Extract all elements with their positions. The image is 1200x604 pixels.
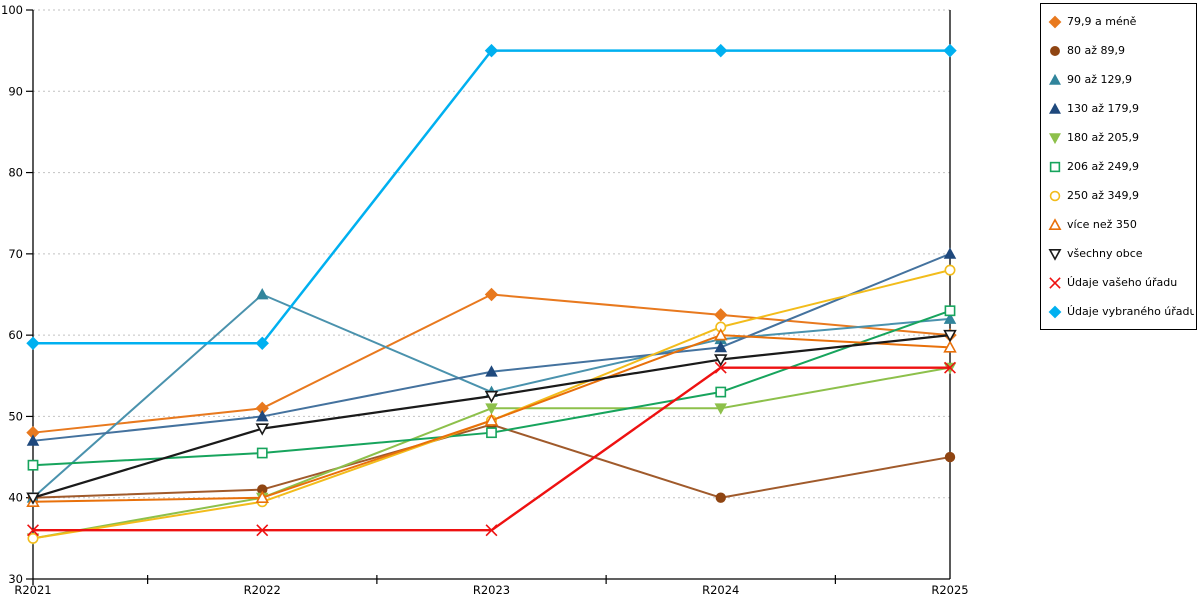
- triangle-up-icon: [943, 247, 957, 259]
- y-tick-label: 40: [8, 491, 23, 505]
- square-icon: [715, 386, 727, 398]
- legend-label: 80 až 89,9: [1067, 44, 1125, 57]
- diamond-icon: [943, 43, 957, 58]
- circle-icon: [944, 264, 956, 276]
- x-category-label: R2022: [244, 583, 281, 597]
- diamond-icon: [255, 336, 269, 350]
- legend-label: Údaje vašeho úřadu: [1067, 276, 1178, 289]
- legend-item-8: všechny obce: [1048, 239, 1194, 268]
- square-icon: [1049, 161, 1061, 172]
- triangle-up-icon: [484, 413, 499, 426]
- triangle-up-icon: [713, 328, 728, 341]
- x-icon: [485, 524, 498, 537]
- triangle-up-icon: [943, 312, 957, 324]
- diamond-icon: [1048, 305, 1062, 318]
- legend-label: všechny obce: [1067, 247, 1143, 260]
- legend-label: 206 až 249,9: [1067, 160, 1139, 173]
- triangle-up-icon: [1049, 102, 1061, 114]
- triangle-down-icon: [713, 354, 728, 367]
- triangle-down-icon: [1049, 132, 1061, 144]
- triangle-down-icon: [1048, 248, 1062, 261]
- legend-item-10: Údaje vybraného úřadu: [1048, 297, 1194, 326]
- square-icon: [486, 427, 497, 439]
- diamond-icon: [26, 336, 40, 350]
- diamond-icon: [714, 43, 728, 58]
- triangle-down-icon: [1049, 132, 1061, 144]
- diamond-icon: [1048, 305, 1062, 318]
- circle-icon: [1049, 190, 1061, 201]
- legend-item-4: 180 až 205,9: [1048, 123, 1194, 152]
- triangle-down-icon: [485, 403, 498, 415]
- triangle-down-icon: [943, 329, 957, 343]
- x-icon: [714, 361, 727, 374]
- legend-label: 250 až 349,9: [1067, 189, 1139, 202]
- triangle-up-icon: [256, 288, 269, 300]
- legend-label: 90 až 129,9: [1067, 73, 1132, 86]
- legend-item-6: 250 až 349,9: [1048, 181, 1194, 210]
- legend-label: 180 až 205,9: [1067, 131, 1139, 144]
- circle-icon: [944, 451, 956, 463]
- triangle-down-icon: [26, 492, 40, 505]
- legend-item-7: více než 350: [1048, 210, 1194, 239]
- triangle-down-icon: [714, 403, 727, 415]
- triangle-up-icon: [485, 365, 498, 377]
- x-category-label: R2021: [14, 583, 51, 597]
- triangle-up-icon: [1049, 73, 1061, 85]
- legend-label: více než 350: [1067, 218, 1137, 231]
- triangle-up-icon: [1048, 217, 1062, 230]
- x-icon: [1049, 276, 1061, 289]
- x-icon: [27, 524, 39, 537]
- legend-item-3: 130 až 179,9: [1048, 94, 1194, 123]
- square-icon: [27, 459, 39, 471]
- y-tick-label: 60: [8, 328, 23, 342]
- x-icon: [1049, 276, 1061, 289]
- x-icon: [944, 361, 956, 374]
- circle-icon: [715, 492, 726, 503]
- triangle-up-icon: [1049, 102, 1061, 114]
- y-tick-label: 80: [8, 166, 23, 180]
- triangle-down-icon: [484, 390, 499, 404]
- y-tick-label: 30: [8, 572, 23, 586]
- x-category-label: R2024: [702, 583, 739, 597]
- triangle-up-icon: [943, 340, 957, 353]
- square-icon: [1049, 161, 1061, 172]
- legend-item-5: 206 až 249,9: [1048, 152, 1194, 181]
- triangle-down-icon: [1048, 248, 1062, 261]
- legend-item-9: Údaje vašeho úřadu: [1048, 268, 1194, 297]
- diamond-icon: [484, 287, 499, 302]
- legend-label: 130 až 179,9: [1067, 102, 1139, 115]
- x-category-label: R2023: [473, 583, 510, 597]
- legend-label: Údaje vybraného úřadu: [1067, 305, 1194, 318]
- circle-icon: [1050, 45, 1060, 56]
- square-icon: [256, 447, 268, 459]
- triangle-up-icon: [714, 340, 727, 353]
- x-category-label: R2025: [931, 583, 968, 597]
- square-icon: [944, 305, 956, 317]
- triangle-up-icon: [26, 434, 40, 446]
- diamond-icon: [1048, 15, 1062, 28]
- legend-item-1: 80 až 89,9: [1048, 36, 1194, 65]
- circle-icon: [1049, 190, 1061, 201]
- y-tick-label: 100: [1, 3, 23, 17]
- y-tick-label: 90: [8, 84, 23, 98]
- legend-item-0: 79,9 a méně: [1048, 7, 1194, 36]
- y-tick-label: 50: [8, 409, 23, 423]
- diamond-icon: [1048, 15, 1062, 28]
- x-icon: [256, 524, 269, 537]
- triangle-up-icon: [1048, 217, 1062, 230]
- triangle-up-icon: [255, 490, 270, 503]
- y-tick-label: 70: [8, 247, 23, 261]
- chart-legend: 79,9 a méně 80 až 89,9 90 až 129,9 130 až 1…: [1040, 3, 1197, 330]
- legend-item-2: 90 až 129,9: [1048, 65, 1194, 94]
- triangle-down-icon: [255, 423, 270, 436]
- triangle-up-icon: [1049, 73, 1061, 85]
- diamond-icon: [714, 308, 728, 322]
- circle-icon: [1050, 45, 1060, 56]
- chart-plot-area: 30 40 50 60 70 80 90 100 R2021 R2022 R2023 R2024 R20…: [1, 3, 969, 597]
- diamond-icon: [484, 43, 499, 58]
- triangle-up-icon: [256, 409, 269, 422]
- legend-label: 79,9 a méně: [1067, 15, 1137, 28]
- circle-icon: [27, 532, 39, 544]
